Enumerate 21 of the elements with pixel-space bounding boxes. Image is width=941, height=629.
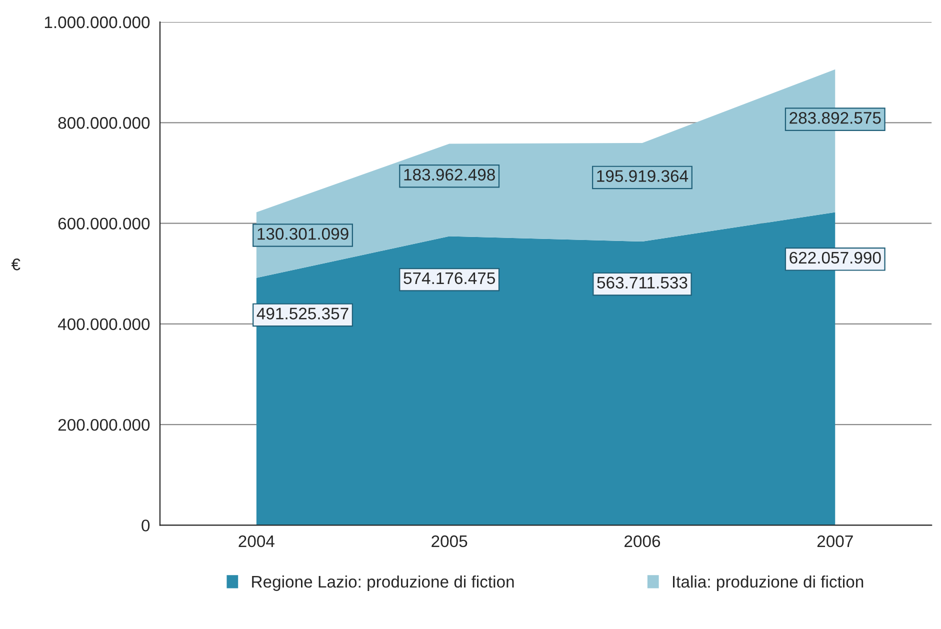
y-tick-label: 1.000.000.000 [44,16,150,28]
legend-label: Regione Lazio: produzione di fiction [252,575,514,591]
data-label: 574.176.475 [404,272,495,284]
y-tick-label: 200.000.000 [58,418,150,431]
y-axis-title: € [11,258,20,270]
y-tick-label: 600.000.000 [58,218,150,230]
data-label: 195.919.364 [597,170,688,182]
data-label: 130.301.099 [258,228,348,240]
data-label: 563.711.533 [597,276,688,289]
legend-label: Italia: produzione di fiction [672,575,864,591]
data-label: 183.962.498 [404,168,495,181]
y-tick-label: 400.000.000 [58,318,150,330]
x-tick-label: 2005 [432,535,468,548]
x-tick-label: 2004 [238,535,274,548]
x-tick-label: 2006 [624,535,660,548]
y-tick-label: 800.000.000 [58,117,150,129]
data-label: 622.057.990 [790,252,881,264]
data-label: 283.892.575 [790,112,881,124]
data-label: 491.525.357 [256,308,348,320]
x-tick-label: 2007 [817,535,853,548]
y-tick-label: 0 [142,520,150,532]
